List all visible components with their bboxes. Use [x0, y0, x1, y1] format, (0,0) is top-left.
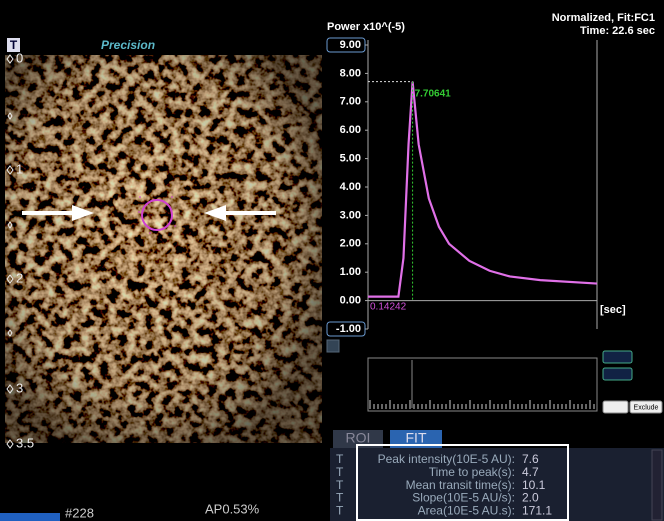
mode-label: Precision [101, 38, 155, 52]
y-tick-label: 3.00 [340, 209, 361, 221]
frame-number: #228 [65, 505, 94, 520]
image-shading [5, 55, 322, 443]
button[interactable] [603, 351, 632, 363]
metric-value: 171.1 [522, 503, 552, 517]
y-tick-label: 8.00 [340, 67, 361, 79]
row-marker: T [336, 503, 344, 517]
progress-bar [0, 513, 60, 521]
screen: T Precision 0 1 2 3 3.5 #228 AP0.53% Pow… [0, 0, 664, 521]
depth-label: 2 [16, 270, 23, 285]
y-tick-label: 0.00 [340, 295, 361, 307]
chart-title: Power x10^(-5) [327, 21, 405, 33]
timeline-box [368, 358, 597, 411]
chart-header: Time: 22.6 sec [580, 25, 655, 37]
y-tick-label: 1.00 [340, 266, 361, 278]
depth-label: 0 [16, 50, 23, 65]
y-tick-label: 2.00 [340, 238, 361, 250]
y-tick-label: 5.00 [340, 153, 361, 165]
exclude-label: Exclude [634, 404, 659, 411]
y-tick-label: 6.00 [340, 124, 361, 136]
ap-value: AP0.53% [205, 501, 260, 516]
y-tick-label: -1.00 [336, 323, 361, 335]
y-tick-label: 9.00 [340, 39, 361, 51]
depth-label: 3.5 [16, 435, 34, 450]
min-label: 0.14242 [370, 301, 407, 312]
curve [368, 82, 597, 297]
tab-label: FIT [406, 430, 427, 446]
y-tick-label: 7.00 [340, 96, 361, 108]
button[interactable] [603, 401, 628, 413]
depth-label: 1 [16, 161, 23, 176]
depth-label: 3 [16, 380, 23, 395]
chart-header: Normalized, Fit:FC1 [552, 12, 655, 24]
y-tick-label: 4.00 [340, 181, 361, 193]
scrollbar[interactable] [652, 450, 662, 520]
side-buttons: Exclude [603, 351, 662, 413]
checkbox[interactable] [327, 340, 339, 352]
x-axis-label: [sec] [600, 304, 626, 316]
metric-label: Area(10E-5 AU.s): [418, 503, 515, 517]
peak-label: 7.70641 [415, 88, 452, 99]
tab-label: ROI [346, 430, 371, 446]
button[interactable] [603, 368, 632, 380]
timeline [368, 358, 597, 411]
chart: 9.00 8.00 7.00 6.00 5.00 4.00 3.00 2.00 1.00 0.00… [327, 38, 597, 336]
